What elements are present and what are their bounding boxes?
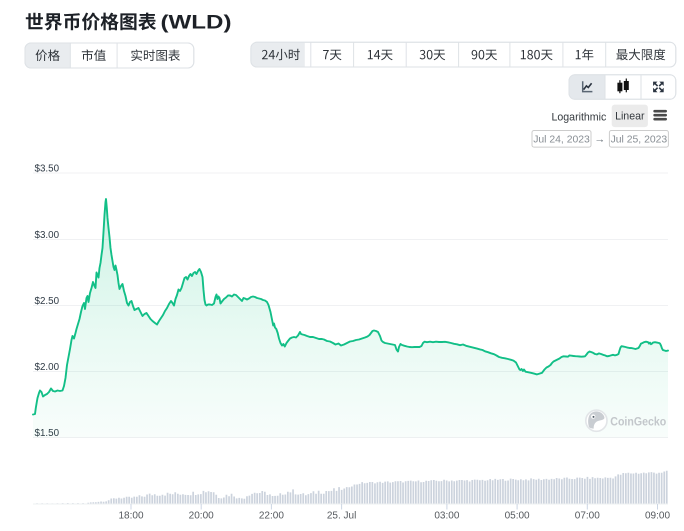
- svg-text:Linear: Linear: [615, 111, 645, 123]
- svg-text:Logarithmic: Logarithmic: [552, 112, 607, 124]
- svg-text:20:00: 20:00: [189, 511, 214, 522]
- svg-text:Jul 25, 2023: Jul 25, 2023: [611, 135, 668, 146]
- svg-text:25. Jul: 25. Jul: [327, 511, 356, 522]
- svg-text:$2.50: $2.50: [35, 296, 60, 307]
- svg-text:$3.50: $3.50: [35, 164, 60, 175]
- svg-text:(WLD): (WLD): [161, 11, 232, 33]
- svg-text:→: →: [594, 134, 605, 146]
- svg-text:Jul 24, 2023: Jul 24, 2023: [533, 135, 590, 146]
- svg-text:07:00: 07:00: [575, 511, 600, 522]
- svg-text:22:00: 22:00: [259, 511, 284, 522]
- svg-text:05:00: 05:00: [505, 511, 530, 522]
- svg-text:$3.00: $3.00: [35, 230, 60, 241]
- svg-text:09:00: 09:00: [645, 511, 670, 522]
- svg-text:$2.00: $2.00: [35, 362, 60, 373]
- svg-text:03:00: 03:00: [434, 511, 459, 522]
- svg-text:CoinGecko: CoinGecko: [610, 414, 666, 428]
- svg-text:18:00: 18:00: [118, 511, 143, 522]
